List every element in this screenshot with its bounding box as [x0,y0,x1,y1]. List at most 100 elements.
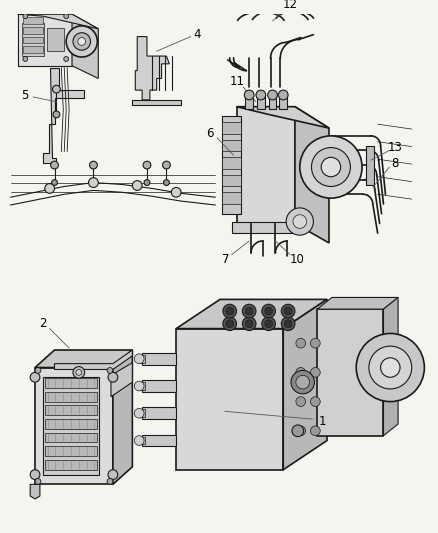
Circle shape [245,320,253,328]
Circle shape [256,90,266,100]
Circle shape [296,426,306,435]
Bar [45,392,97,401]
Circle shape [134,435,144,446]
Polygon shape [54,350,132,369]
Circle shape [292,425,304,437]
Bar [23,37,43,43]
Circle shape [265,320,272,328]
Polygon shape [111,362,132,397]
Circle shape [134,354,144,364]
Circle shape [245,307,253,315]
Circle shape [242,304,256,318]
Circle shape [311,338,320,348]
Circle shape [281,304,295,318]
Circle shape [107,368,113,374]
Circle shape [296,368,306,377]
Polygon shape [35,350,132,368]
Bar [222,140,241,151]
Circle shape [163,180,170,185]
Polygon shape [295,107,329,243]
Circle shape [311,426,320,435]
Bar [142,380,176,392]
Bar [257,97,265,109]
Circle shape [23,14,28,19]
Circle shape [284,320,292,328]
Text: 13: 13 [388,141,403,154]
Circle shape [223,317,237,330]
Bar [142,407,176,419]
Circle shape [356,334,424,401]
Circle shape [23,56,28,61]
Bar [23,46,43,53]
Bar [139,382,145,390]
Circle shape [262,317,276,330]
Circle shape [64,56,69,61]
Polygon shape [43,68,84,163]
Circle shape [73,367,85,378]
Polygon shape [317,309,384,435]
Circle shape [30,470,40,480]
Polygon shape [176,329,283,470]
Polygon shape [232,222,305,233]
Circle shape [226,307,233,315]
Circle shape [265,307,272,315]
Bar [245,97,253,109]
Circle shape [162,161,170,169]
Bar [366,146,374,184]
Circle shape [64,14,69,19]
Circle shape [78,37,86,45]
Text: 12: 12 [283,0,297,11]
Circle shape [223,304,237,318]
Circle shape [300,136,362,198]
Polygon shape [18,14,98,29]
Circle shape [296,338,306,348]
Bar [45,446,97,456]
Text: 1: 1 [318,415,326,427]
Bar [139,437,145,445]
Circle shape [268,90,277,100]
Circle shape [30,373,40,382]
Bar [139,355,145,362]
Polygon shape [237,107,295,223]
Bar [142,353,176,365]
Bar [139,409,145,417]
Bar [47,28,64,51]
Bar [45,419,97,429]
Polygon shape [317,297,398,309]
Circle shape [369,346,412,389]
Polygon shape [384,297,398,435]
Bar [222,157,241,169]
Circle shape [321,157,341,177]
Circle shape [311,148,350,187]
Circle shape [279,90,288,100]
Circle shape [311,397,320,407]
Text: 6: 6 [206,127,214,140]
Polygon shape [113,350,132,484]
Circle shape [262,304,276,318]
Circle shape [53,85,60,93]
Bar [279,97,287,109]
Circle shape [35,368,41,374]
Circle shape [284,307,292,315]
Polygon shape [18,14,72,66]
Bar [268,97,276,109]
Circle shape [171,188,181,197]
Circle shape [53,111,60,118]
Bar [45,460,97,470]
Polygon shape [132,100,181,104]
Polygon shape [72,14,98,78]
Bar [23,17,43,24]
Circle shape [76,369,82,375]
Circle shape [296,397,306,407]
Bar [222,192,241,204]
Circle shape [107,479,113,484]
Bar [222,175,241,187]
Circle shape [66,26,97,57]
Bar [22,23,44,56]
Circle shape [134,381,144,391]
Bar [23,27,43,34]
Circle shape [281,317,295,330]
Circle shape [88,177,98,188]
Circle shape [52,180,57,185]
Text: 11: 11 [230,75,245,88]
